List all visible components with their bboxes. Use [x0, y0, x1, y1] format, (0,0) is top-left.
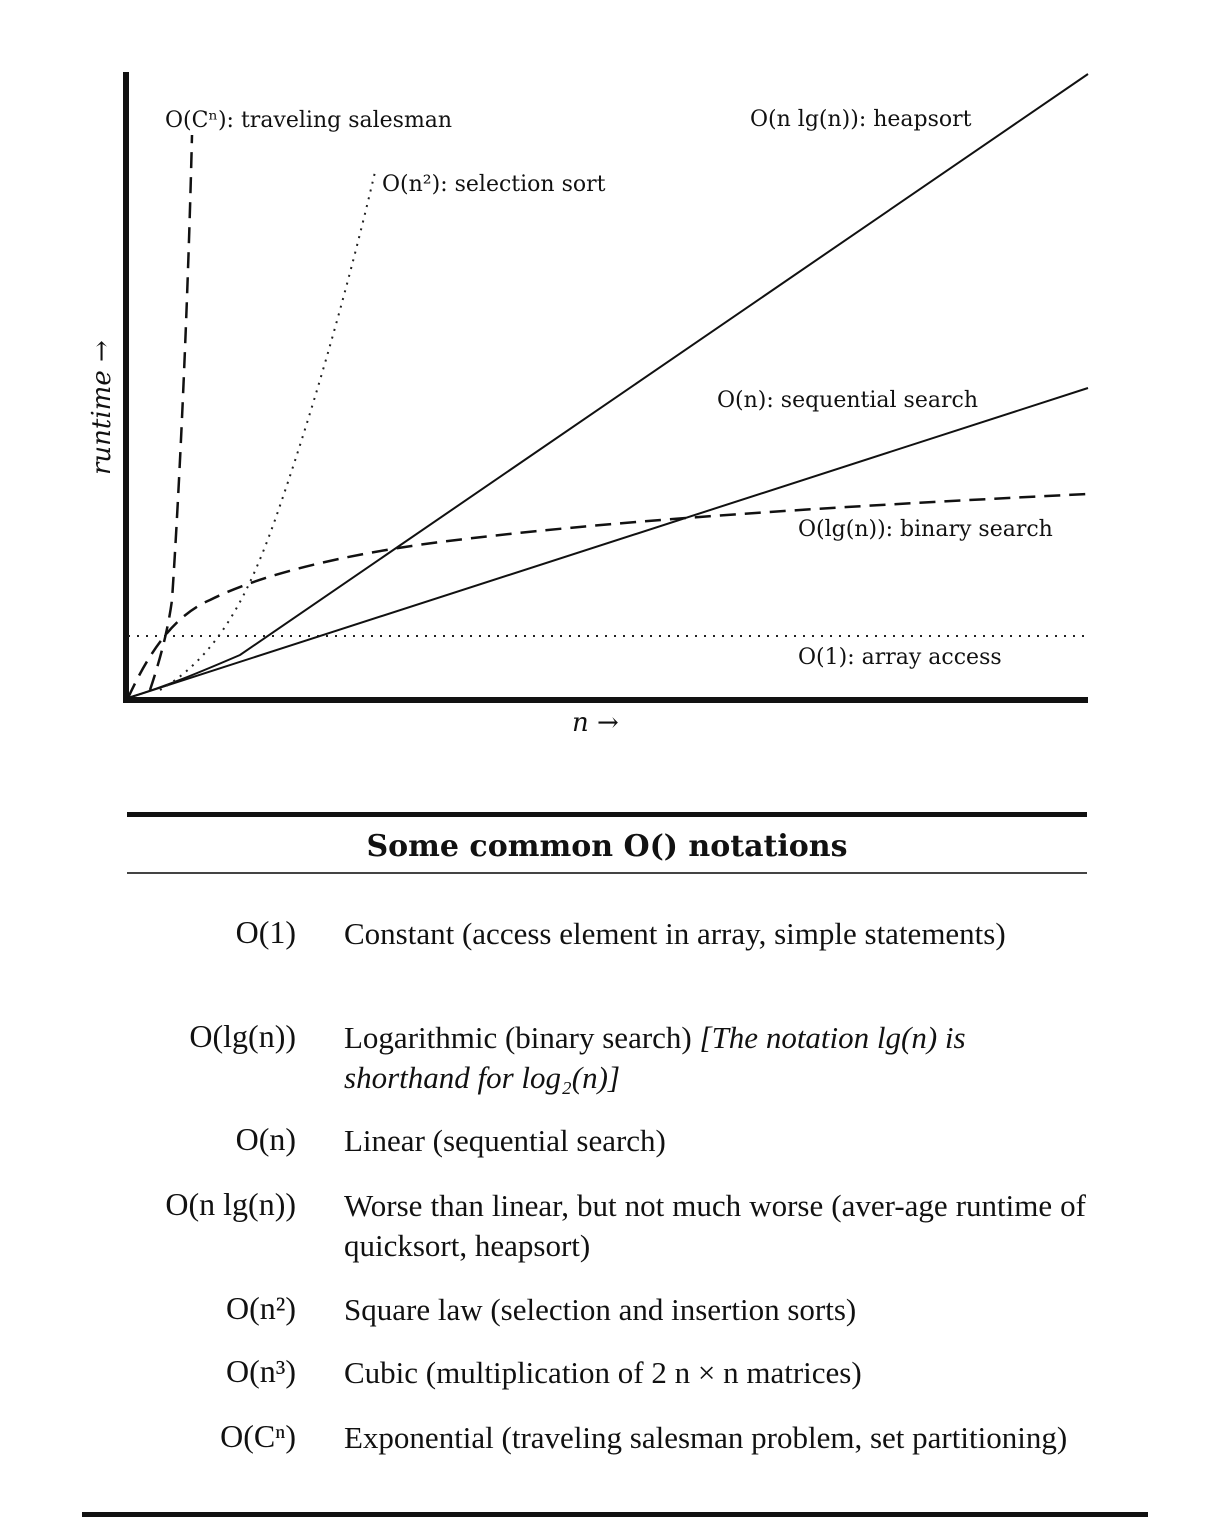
table-bottom-rule: [82, 1512, 1148, 1517]
label-constant: O(1): array access: [798, 645, 1002, 670]
row-notation: O(n): [235, 1121, 296, 1157]
curve-nlogn: [127, 73, 1089, 699]
row-description: Square law (selection and insertion sort…: [344, 1292, 857, 1327]
notation-table-header: Some common O() notations: [127, 812, 1087, 874]
row-description: Linear (sequential search): [344, 1123, 666, 1158]
row-notation: O(lg(n)): [189, 1018, 296, 1054]
row-description: Cubic (multiplication of 2 n × n matrice…: [344, 1355, 862, 1390]
row-description: Worse than linear, but not much worse (a…: [344, 1188, 1086, 1263]
row-notation: O(n²): [225, 1290, 296, 1326]
y-axis-label: runtime →: [87, 340, 117, 475]
row-notation: O(n lg(n)): [165, 1186, 296, 1222]
row-description-note: [The notation lg(n) is shorthand for log…: [344, 1020, 966, 1095]
curve-log: [126, 492, 1089, 699]
table-title: Some common O() notations: [366, 829, 848, 864]
label-quadratic: O(n²): selection sort: [382, 172, 606, 197]
label-exponential: O(Cⁿ): traveling salesman: [165, 108, 452, 133]
row-notation: O(1): [235, 914, 296, 950]
row-notation: O(Cⁿ): [220, 1418, 296, 1454]
row-description: Logarithmic (binary search) [The notatio…: [344, 1018, 1086, 1098]
row-description: Exponential (traveling salesman problem,…: [344, 1420, 1068, 1455]
x-axis-label: n →: [572, 708, 619, 738]
label-log: O(lg(n)): binary search: [798, 517, 1053, 542]
complexity-diagram: O(Cⁿ): traveling salesman O(n²): selecti…: [87, 72, 1089, 738]
row-description: Constant (access element in array, simpl…: [344, 916, 1006, 951]
label-linear: O(n): sequential search: [717, 388, 978, 413]
row-description-text: Logarithmic (binary search): [344, 1020, 692, 1055]
table-header-rule: [127, 872, 1087, 874]
curve-quadratic: [159, 171, 376, 691]
curve-linear: [127, 387, 1089, 699]
label-nlogn: O(n lg(n)): heapsort: [750, 107, 972, 132]
row-notation: O(n³): [225, 1353, 296, 1389]
table-top-rule: [127, 812, 1087, 817]
curve-exponential: [148, 134, 194, 691]
